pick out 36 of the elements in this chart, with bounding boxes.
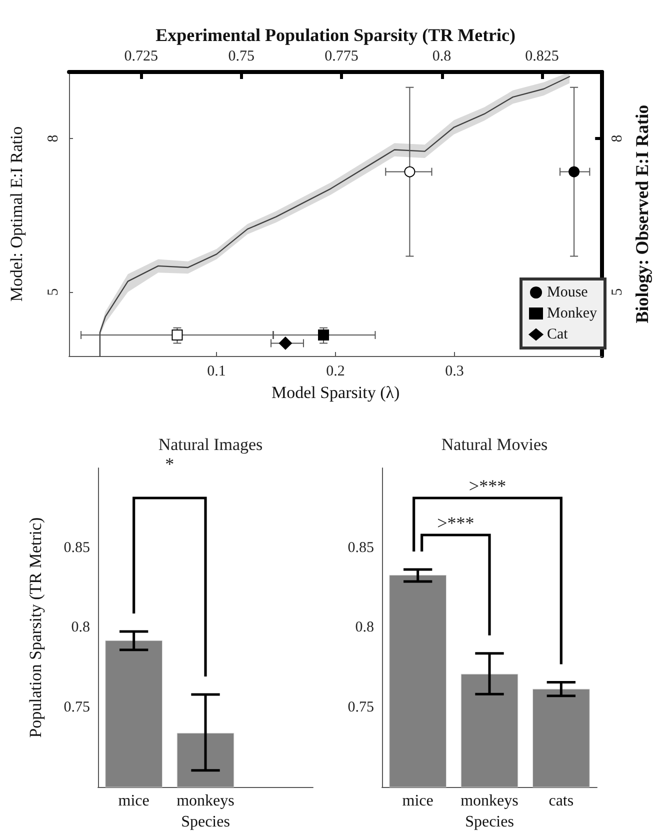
y-tick-label: 0.85 [348, 540, 374, 556]
x-tick-label: monkeys [460, 792, 518, 810]
x2-tick-label: 0.725 [124, 48, 158, 64]
chart-title: Natural Movies [441, 435, 548, 454]
x-tick-label: monkeys [176, 792, 234, 810]
legend-label: Mouse [547, 284, 588, 300]
x-tick-label: 0.2 [326, 364, 345, 380]
y-tick-label: 0.8 [355, 620, 374, 636]
y-tick-label: 0.8 [71, 620, 90, 636]
x-axis-title: Species [465, 814, 514, 830]
y-tick-label: 0.85 [64, 540, 90, 556]
x-axis-title: Model Sparsity (λ) [271, 382, 400, 402]
annotation: >*** [468, 476, 506, 496]
x-tick-label: 0.3 [445, 364, 464, 380]
y-tick-label: 0.75 [348, 699, 374, 716]
y2-tick-label: 5 [610, 288, 626, 296]
annotation: * [165, 454, 174, 474]
x-axis-title: Species [181, 814, 230, 830]
y2-axis-title: Biology: Observed E:I Ratio [632, 104, 652, 324]
x2-tick-label: 0.825 [525, 48, 559, 64]
x-tick-label: 0.1 [207, 364, 226, 380]
x-tick-label: mice [402, 792, 434, 810]
x2-tick-label: 0.75 [228, 48, 254, 64]
x2-tick-label: 0.8 [432, 48, 452, 64]
x-tick-label: cats [548, 792, 574, 810]
legend-label: Monkey [547, 306, 598, 322]
x2-axis-title: Experimental Population Sparsity (TR Metric) [156, 25, 516, 45]
annotation: >*** [437, 513, 474, 533]
y2-tick-label: 8 [610, 134, 626, 142]
y-axis-title: Model: Optimal E:I Ratio [7, 126, 26, 302]
y-axis-title: Population Sparsity (TR Metric) [26, 517, 45, 738]
legend-label: Cat [547, 326, 569, 342]
x-tick-label: mice [118, 792, 150, 810]
x2-tick-label: 0.775 [324, 48, 358, 64]
y-tick-label: 0.75 [64, 699, 90, 716]
chart-title: Natural Images [158, 435, 263, 454]
